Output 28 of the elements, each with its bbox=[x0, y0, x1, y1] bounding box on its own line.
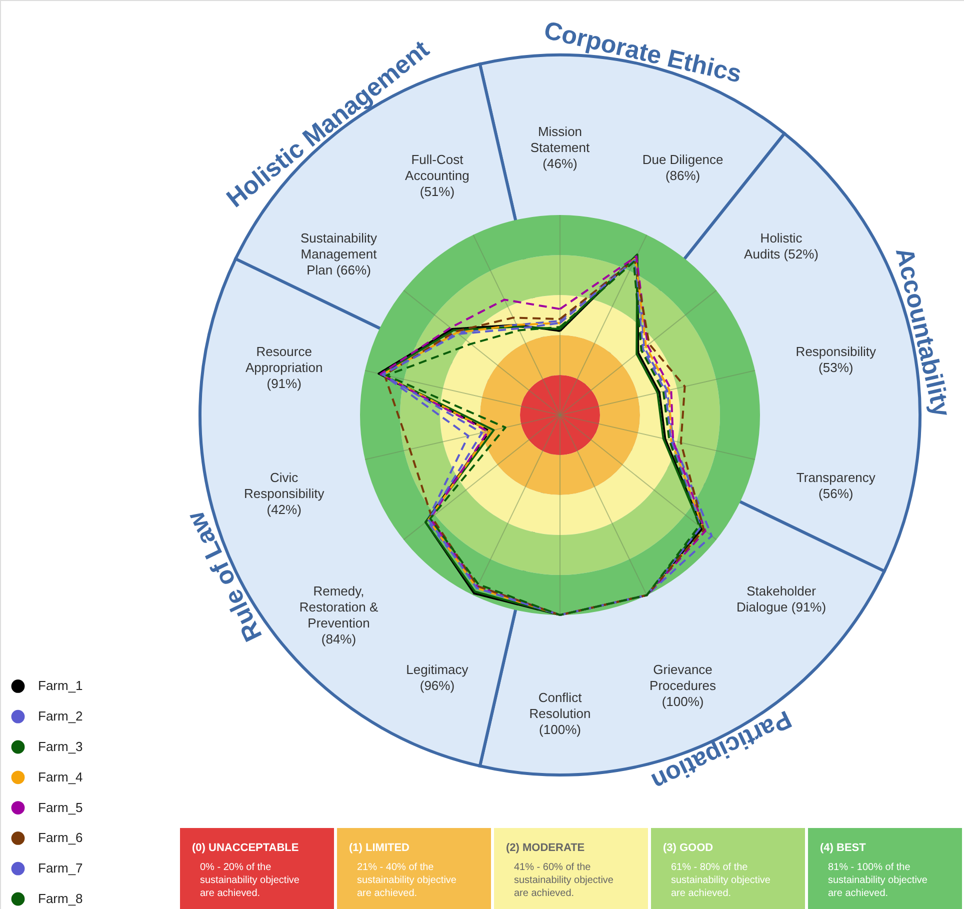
legend-label: Farm_7 bbox=[38, 860, 83, 876]
text: 61% - 80% of the sustainability objective are achieved. bbox=[671, 862, 771, 899]
spoke-label: Due Diligence (86%) bbox=[642, 152, 724, 184]
legend-label: Farm_5 bbox=[38, 800, 83, 815]
legend-label: Farm_4 bbox=[38, 769, 83, 784]
text: 0% - 20% of the sustainability objective are achieved. bbox=[200, 862, 300, 899]
spoke-label: Stakeholder Dialogue (91%) bbox=[736, 583, 826, 614]
text: (0) UNACCEPTABLE bbox=[192, 842, 299, 854]
spoke-label: Grievance Procedures (100%) bbox=[650, 662, 717, 709]
text: 41% - 60% of the sustainability objective are achieved. bbox=[514, 862, 614, 899]
legend-label: Farm_2 bbox=[38, 708, 83, 724]
text: Corporate Ethics bbox=[541, 16, 744, 88]
legend-label: Farm_1 bbox=[38, 678, 83, 694]
legend-label: Farm_6 bbox=[38, 830, 83, 846]
spoke-label: Transparency (56%) bbox=[796, 470, 876, 501]
legend-label: Farm_8 bbox=[38, 891, 83, 906]
text: (4) BEST bbox=[820, 842, 866, 854]
text: (3) GOOD bbox=[663, 842, 714, 854]
spoke-label: Legitimacy (96%) bbox=[406, 662, 469, 693]
text: 21% - 40% of the sustainability objective are achieved. bbox=[357, 862, 457, 899]
text: (2) MODERATE bbox=[506, 842, 585, 854]
text: (1) LIMITED bbox=[349, 842, 410, 854]
spoke-label: Remedy, Restoration & Prevention (84%) bbox=[299, 583, 378, 646]
text: 81% - 100% of the sustainability objective are achieved. bbox=[828, 862, 928, 899]
spoke-label: Responsibility (53%) bbox=[796, 344, 877, 376]
spoke-label: Conflict Resolution (100%) bbox=[529, 690, 591, 737]
spoke-label: Holistic Audits (52%) bbox=[744, 230, 818, 262]
legend-label: Farm_3 bbox=[38, 739, 83, 754]
